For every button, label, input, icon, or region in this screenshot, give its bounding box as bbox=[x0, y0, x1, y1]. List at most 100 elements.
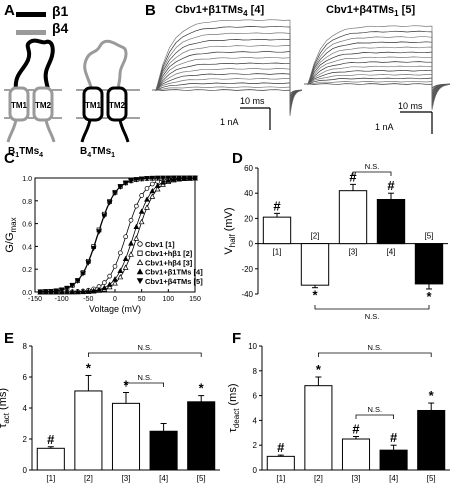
data-point bbox=[170, 175, 177, 181]
chart-f: 0 2 4 6 8 10 τdeact (ms) [1] # [2] * [3] # [4] # [5] * N.… bbox=[227, 342, 450, 483]
traces-beta4tms1 bbox=[304, 25, 451, 111]
b4tms1-tm1-label: TM1 bbox=[85, 101, 102, 110]
category-label: [5] bbox=[197, 474, 206, 483]
bar bbox=[262, 216, 292, 245]
category-label: [5] bbox=[425, 232, 434, 241]
y-tick-label: 1.0 bbox=[22, 176, 32, 183]
data-point bbox=[37, 289, 44, 295]
data-point bbox=[176, 175, 182, 181]
scale1-current-label: 1 nA bbox=[220, 117, 239, 127]
x-tick-label: -100 bbox=[55, 296, 69, 303]
data-point bbox=[144, 176, 150, 182]
data-point bbox=[128, 217, 134, 223]
ns-label: N.S. bbox=[365, 312, 380, 321]
data-point bbox=[128, 251, 134, 257]
category-label: [1] bbox=[273, 248, 282, 257]
data-point bbox=[192, 175, 198, 181]
data-point bbox=[144, 204, 150, 210]
data-point bbox=[106, 200, 113, 206]
data-point bbox=[154, 186, 161, 192]
ns-bracket bbox=[352, 171, 392, 176]
y-tick-label: 0.8 bbox=[22, 199, 32, 206]
b1tms4-tm1 bbox=[8, 86, 30, 122]
b4tms1-tm2 bbox=[106, 86, 128, 122]
data-point bbox=[69, 283, 76, 289]
data-point bbox=[149, 181, 155, 187]
y-axis-label: G/Gmax bbox=[4, 217, 18, 252]
panel-c-letter: C bbox=[4, 150, 15, 167]
data-point bbox=[112, 280, 118, 286]
panel-f-letter: F bbox=[232, 330, 242, 347]
category-label: [5] bbox=[427, 474, 436, 483]
y-tick-label: 0.6 bbox=[22, 222, 32, 229]
data-point bbox=[96, 286, 102, 292]
y-tick-label: 20 bbox=[244, 214, 253, 223]
x-tick-label: 0 bbox=[113, 296, 117, 303]
panel-d-letter: D bbox=[232, 150, 243, 167]
significance-mark: # bbox=[387, 178, 395, 193]
data-point bbox=[117, 274, 124, 280]
chart-e: 0 2 4 6 8 τact (ms) [1] # [2] * [3] * [4] [5] * N.S. N.S… bbox=[0, 342, 220, 483]
data-point bbox=[69, 288, 76, 295]
data-point bbox=[117, 250, 123, 256]
category-label: [3] bbox=[349, 248, 358, 257]
significance-mark: # bbox=[47, 432, 55, 447]
legend-label: Cbv1+hβ1 [2] bbox=[145, 249, 193, 258]
panel-b-letter: B bbox=[145, 2, 156, 19]
data-point bbox=[133, 235, 140, 241]
y-tick-label: 8 bbox=[253, 367, 258, 376]
b1tms4-tm1-label: TM1 bbox=[11, 101, 28, 110]
y-axis-label: τact (ms) bbox=[0, 388, 11, 428]
panel-a-letter: A bbox=[4, 2, 15, 19]
b1tms4-tm2-label: TM2 bbox=[35, 101, 52, 110]
b4tms1-tm1 bbox=[82, 86, 104, 122]
legend-label: Cbv1 [1] bbox=[145, 240, 175, 249]
data-point bbox=[101, 213, 108, 219]
category-label: [4] bbox=[387, 248, 396, 257]
category-label: [2] bbox=[314, 474, 323, 483]
data-point bbox=[42, 289, 49, 295]
trace2-title: Cbv1+β4TMs1 [5] bbox=[326, 4, 416, 19]
legend-marker bbox=[137, 250, 143, 256]
data-point bbox=[85, 288, 92, 294]
significance-mark: # bbox=[349, 169, 357, 184]
ns-bracket bbox=[314, 305, 430, 310]
data-point bbox=[107, 273, 113, 279]
data-point bbox=[154, 175, 161, 182]
data-point bbox=[133, 203, 139, 209]
data-point bbox=[128, 178, 134, 184]
y-tick-label: 8 bbox=[23, 342, 28, 351]
legend-label-beta1: β1 bbox=[52, 3, 69, 19]
legend-line-beta4 bbox=[16, 30, 46, 35]
bar bbox=[417, 409, 446, 471]
y-tick-label: -40 bbox=[241, 290, 253, 299]
data-point bbox=[53, 288, 60, 294]
y-axis-label: τdeact (ms) bbox=[227, 384, 241, 433]
b1tms4-tm2 bbox=[32, 86, 54, 122]
data-point bbox=[149, 193, 156, 199]
data-point bbox=[181, 175, 188, 181]
y-tick-label: 2 bbox=[253, 441, 258, 450]
data-point bbox=[138, 208, 145, 214]
ns-bracket bbox=[318, 352, 432, 357]
data-point bbox=[64, 288, 70, 295]
construct1-label: B1TMs4 bbox=[8, 146, 44, 159]
data-point bbox=[149, 175, 156, 182]
series-5 bbox=[35, 175, 198, 295]
bar bbox=[414, 243, 444, 285]
scale2-time-label: 10 ms bbox=[398, 101, 423, 111]
chart-d: -40 -20 0 20 40 60 Vhalf (mV) [1] # [2] * [3] # [4] # [… bbox=[223, 162, 448, 321]
legend-line-beta1 bbox=[16, 12, 46, 17]
data-point bbox=[112, 190, 118, 196]
ns-bracket bbox=[355, 414, 394, 419]
significance-mark: # bbox=[352, 422, 360, 437]
significance-mark: * bbox=[426, 289, 432, 304]
y-tick-label: 2 bbox=[23, 435, 28, 444]
y-tick-label: 0.4 bbox=[22, 244, 32, 251]
y-tick-label: 6 bbox=[23, 373, 28, 382]
y-tick-label: 0 bbox=[23, 466, 28, 475]
y-tick-label: 60 bbox=[244, 164, 253, 173]
significance-mark: * bbox=[86, 360, 92, 375]
data-point bbox=[138, 218, 145, 225]
data-point bbox=[122, 255, 129, 261]
